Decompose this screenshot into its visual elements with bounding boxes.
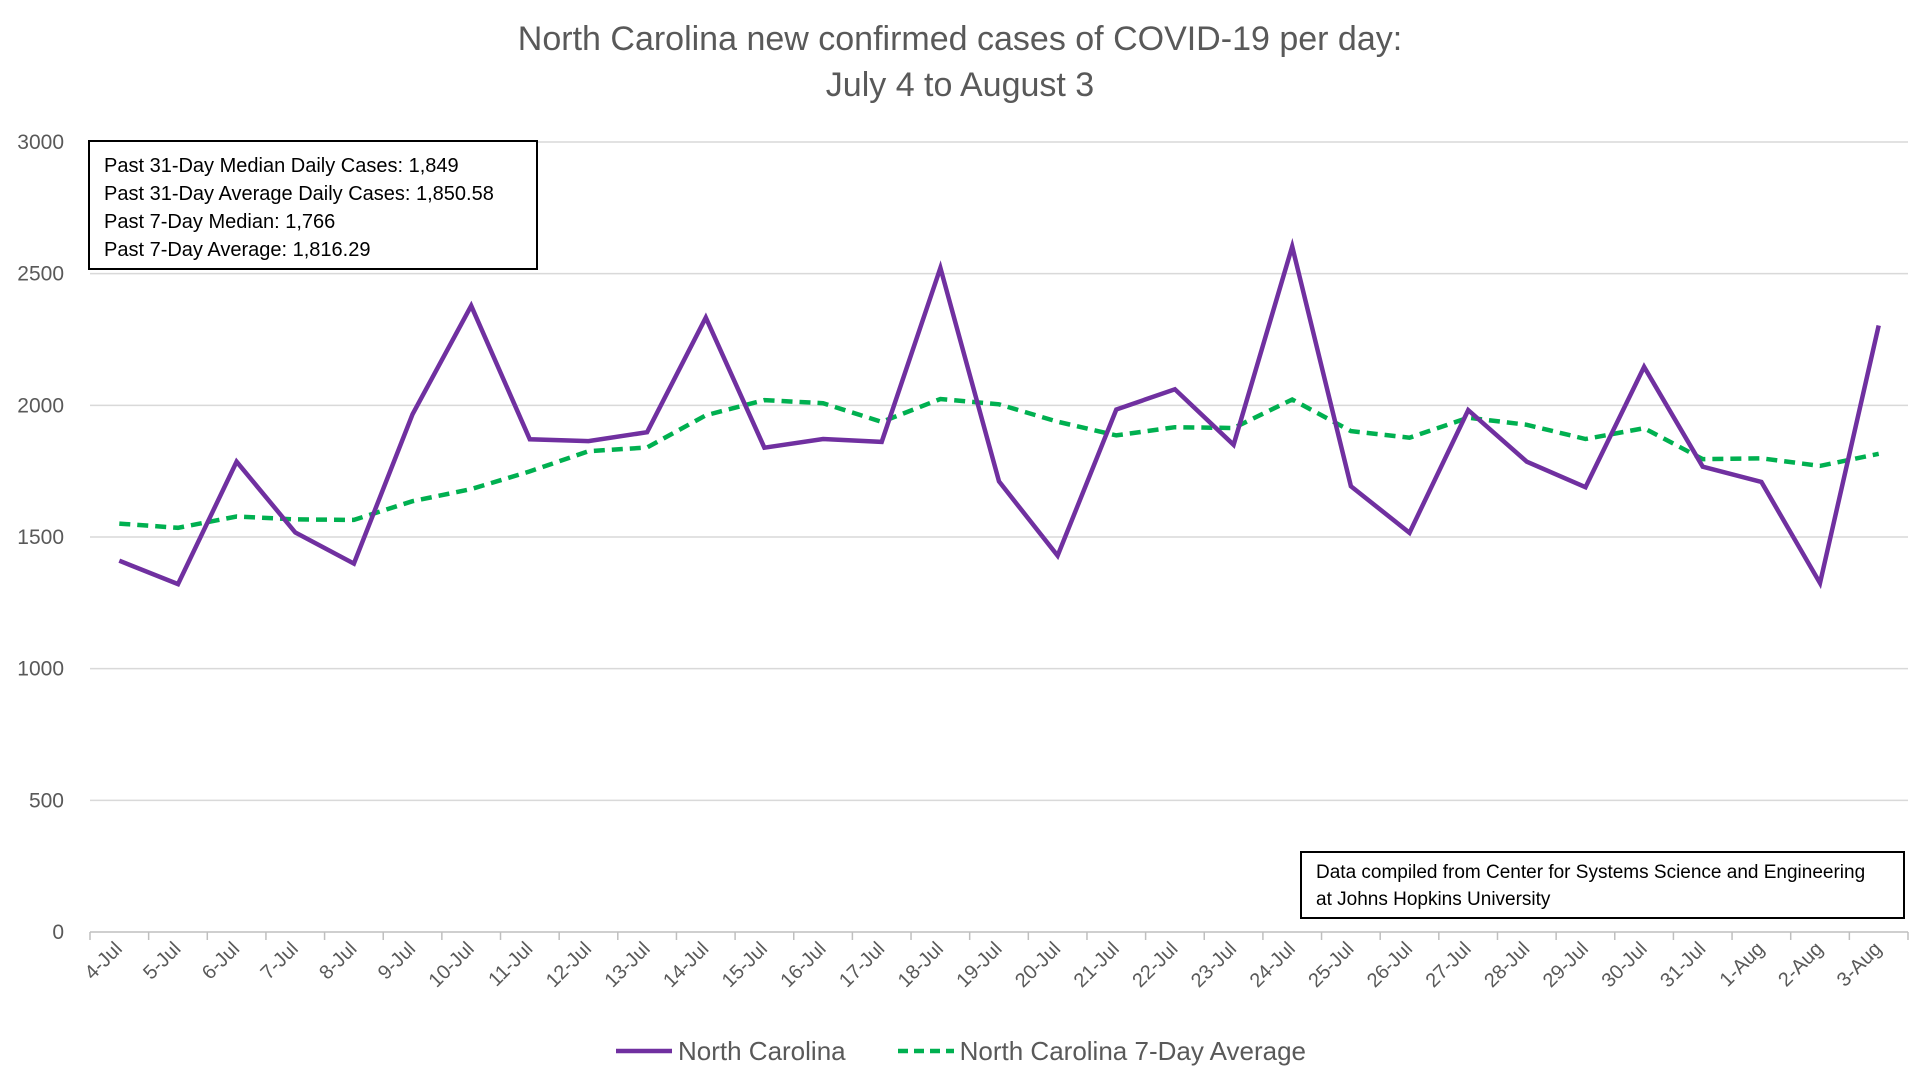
x-tick-label: 25-Jul: [1304, 938, 1358, 992]
series-line-7-day-average: [119, 396, 1880, 531]
x-tick-label: 21-Jul: [1070, 938, 1124, 992]
x-tick-label: 29-Jul: [1539, 938, 1593, 992]
x-tick-label: 6-Jul: [198, 938, 244, 984]
source-line-1: Data compiled from Center for Systems Sc…: [1316, 862, 1866, 883]
source-line-2: at Johns Hopkins University: [1316, 889, 1551, 910]
x-tick-label: 19-Jul: [952, 938, 1006, 992]
x-tick-label: 8-Jul: [315, 938, 361, 984]
x-tick-label: 28-Jul: [1480, 938, 1534, 992]
x-tick-label: 26-Jul: [1363, 938, 1417, 992]
y-tick-label: 500: [29, 789, 64, 812]
stat-31-day-median: Past 31-Day Median Daily Cases: 1,849: [104, 155, 459, 177]
legend-swatch-solid-line: [615, 1048, 672, 1054]
series-lines: [118, 237, 1881, 590]
legend-label-7-day-average: North Carolina 7-Day Average: [959, 1035, 1306, 1066]
x-tick-label: 20-Jul: [1011, 938, 1065, 992]
x-tick-label: 17-Jul: [835, 938, 889, 992]
series-line-north-carolina: [118, 237, 1881, 590]
chart-title-line-1: North Carolina new confirmed cases of CO…: [517, 20, 1403, 58]
y-tick-label: 1000: [17, 658, 64, 681]
stat-31-day-average: Past 31-Day Average Daily Cases: 1,850.5…: [104, 183, 494, 205]
chart-title-line-2: July 4 to August 3: [825, 66, 1095, 104]
x-tick-label: 16-Jul: [777, 938, 831, 992]
x-tick-label: 5-Jul: [139, 938, 185, 984]
y-tick-label: 2000: [17, 394, 64, 417]
x-tick-label: 9-Jul: [374, 938, 420, 984]
x-tick-label: 31-Jul: [1656, 938, 1710, 992]
x-tick-label: 1-Aug: [1716, 938, 1769, 991]
x-tick-label: 7-Jul: [257, 938, 303, 984]
x-tick-label: 13-Jul: [601, 938, 655, 992]
chart-legend: North Carolina North Carolina 7-Day Aver…: [0, 1034, 1920, 1068]
x-tick-label: 4-Jul: [81, 938, 127, 984]
x-tick-label: 23-Jul: [1187, 938, 1241, 992]
x-tick-label: 10-Jul: [425, 938, 479, 992]
x-tick-label: 30-Jul: [1598, 938, 1652, 992]
x-tick-label: 22-Jul: [1128, 938, 1182, 992]
legend-item-north-carolina: North Carolina: [614, 1036, 846, 1067]
x-axis-tick-labels: 4-Jul 5-Jul 6-Jul 7-Jul 8-Jul 9-Jul 10-Jul 11-J…: [81, 938, 1887, 992]
x-tick-label: 11-Jul: [484, 938, 537, 991]
x-tick-label: 27-Jul: [1422, 938, 1476, 992]
y-tick-label: 2500: [17, 263, 64, 286]
stat-7-day-median: Past 7-Day Median: 1,766: [104, 211, 336, 233]
y-axis-tick-labels: 0 500 1000 1500 2000 2500 3000: [17, 131, 64, 944]
x-tick-label: 3-Aug: [1833, 938, 1886, 991]
legend-label-north-carolina: North Carolina: [677, 1035, 846, 1066]
stats-annotation-box: Past 31-Day Median Daily Cases: 1,849 Pa…: [88, 140, 538, 270]
y-tick-label: 3000: [17, 131, 64, 154]
x-tick-label: 12-Jul: [542, 938, 596, 992]
y-tick-label: 1500: [17, 526, 64, 549]
legend-swatch-dashed-line: [897, 1048, 954, 1054]
stat-7-day-average: Past 7-Day Average: 1,816.29: [104, 239, 371, 261]
x-tick-label: 14-Jul: [659, 938, 713, 992]
x-tick-label: 15-Jul: [718, 938, 772, 992]
x-tick-label: 18-Jul: [894, 938, 948, 992]
legend-item-7-day-average: North Carolina 7-Day Average: [896, 1036, 1306, 1067]
source-annotation-box: Data compiled from Center for Systems Sc…: [1300, 851, 1905, 919]
x-tick-label: 24-Jul: [1246, 938, 1300, 992]
x-tick-label: 2-Aug: [1774, 938, 1827, 991]
y-tick-label: 0: [52, 921, 64, 944]
